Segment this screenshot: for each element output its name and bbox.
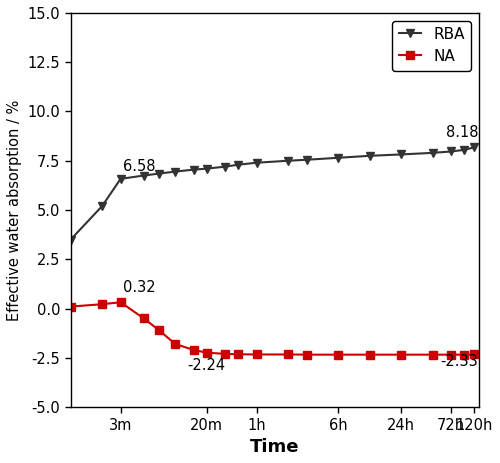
NA [285, 352, 291, 357]
NA [304, 352, 310, 357]
Text: 6.58: 6.58 [122, 159, 155, 174]
RBA [141, 173, 147, 178]
RBA [204, 166, 210, 171]
RBA [156, 171, 162, 176]
RBA [68, 237, 73, 242]
NA [448, 352, 454, 357]
RBA [366, 153, 372, 159]
Text: 8.18: 8.18 [446, 125, 478, 140]
NA [335, 352, 341, 357]
RBA [99, 203, 105, 209]
RBA [235, 162, 241, 168]
RBA [222, 164, 228, 169]
RBA [461, 147, 467, 153]
RBA [471, 144, 477, 150]
NA [254, 352, 260, 357]
RBA [398, 152, 404, 157]
Line: NA: NA [0, 299, 478, 358]
X-axis label: Time: Time [250, 438, 300, 456]
NA [222, 351, 228, 357]
NA [366, 352, 372, 357]
Text: 0.32: 0.32 [122, 280, 156, 295]
NA [430, 352, 436, 357]
RBA [285, 158, 291, 163]
RBA [335, 155, 341, 161]
RBA [430, 150, 436, 156]
NA [118, 300, 124, 305]
RBA [304, 157, 310, 163]
Text: -2.24: -2.24 [188, 357, 226, 373]
RBA [448, 149, 454, 154]
NA [99, 301, 105, 307]
NA [156, 327, 162, 333]
NA [68, 304, 73, 309]
NA [172, 341, 178, 347]
RBA [172, 169, 178, 175]
RBA [118, 176, 124, 181]
Text: -2.33: -2.33 [440, 354, 478, 369]
Y-axis label: Effective water absorption / %: Effective water absorption / % [7, 100, 22, 321]
NA [141, 316, 147, 321]
RBA [190, 167, 196, 172]
NA [190, 347, 196, 353]
Legend: RBA, NA: RBA, NA [392, 20, 471, 70]
NA [398, 352, 404, 357]
NA [461, 352, 467, 357]
Line: RBA: RBA [0, 143, 478, 313]
RBA [254, 160, 260, 165]
NA [235, 351, 241, 357]
NA [204, 350, 210, 356]
NA [471, 352, 477, 357]
